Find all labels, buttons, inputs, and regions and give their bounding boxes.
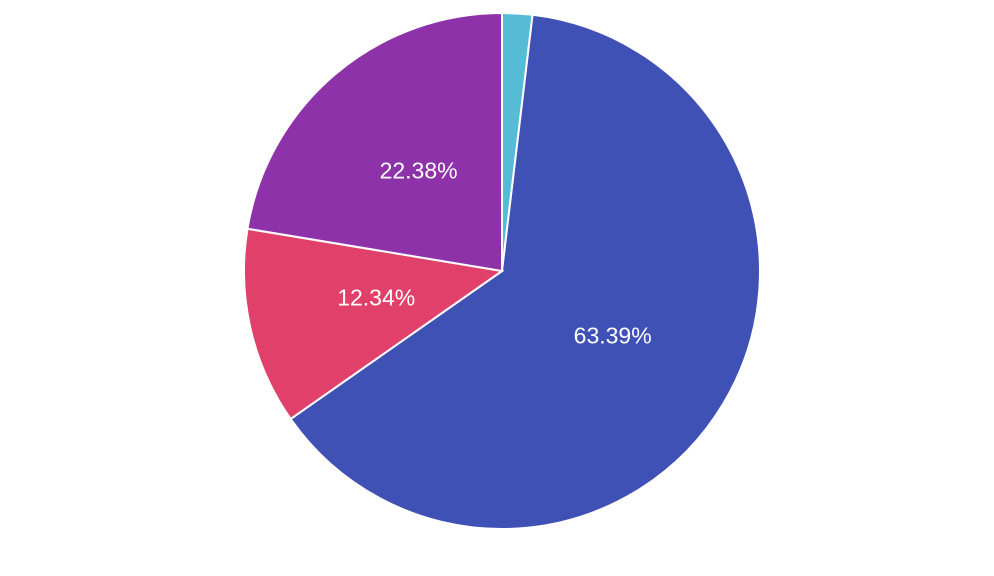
pie-slice: [289, 13, 761, 530]
data-label: 63.39%: [574, 322, 652, 348]
pie-slice: [243, 227, 505, 421]
pie-slice: [246, 11, 503, 273]
data-label: 22.38%: [380, 158, 458, 184]
data-label: 12.34%: [337, 285, 415, 311]
